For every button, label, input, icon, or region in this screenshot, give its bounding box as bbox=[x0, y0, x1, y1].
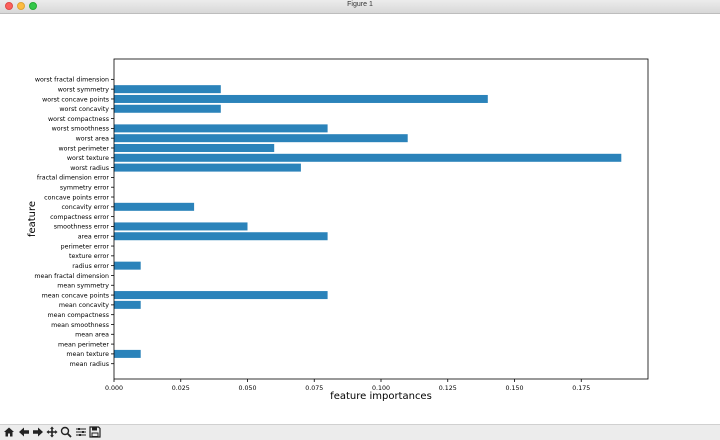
feature-importance-chart: mean radius mean texture mean perimeter mea… bbox=[27, 58, 649, 402]
y-axis-ticks: mean radius mean texture mean perimeter mea… bbox=[34, 77, 114, 368]
y-tick-label: area error bbox=[78, 234, 110, 241]
y-tick-label: mean concave points bbox=[42, 292, 109, 299]
y-tick-label: worst concave points bbox=[42, 96, 109, 103]
x-tick-label: 0.125 bbox=[439, 385, 457, 392]
y-tick-label: worst symmetry bbox=[58, 86, 110, 93]
y-axis-label: feature bbox=[27, 201, 38, 237]
y-tick-label: concavity error bbox=[61, 204, 109, 211]
y-tick-label: symmetry error bbox=[60, 185, 110, 192]
bar-mean-concave-points bbox=[114, 291, 328, 300]
bar-area-error bbox=[114, 232, 328, 241]
y-tick-label: worst concavity bbox=[59, 106, 109, 113]
x-tick-label: 0.150 bbox=[505, 385, 523, 392]
bar-mean-texture bbox=[114, 349, 141, 358]
bars-group bbox=[114, 85, 622, 358]
y-tick-label: fractal dimension error bbox=[37, 175, 109, 182]
y-tick-label: mean texture bbox=[66, 351, 109, 358]
bar-smoothness-error bbox=[114, 222, 248, 231]
bar-worst-perimeter bbox=[114, 143, 275, 152]
bar-worst-radius bbox=[114, 163, 301, 172]
bar-worst-area bbox=[114, 134, 408, 143]
x-tick-label: 0.050 bbox=[238, 385, 256, 392]
window-titlebar: Figure 1 bbox=[0, 0, 720, 14]
bar-worst-concave-points bbox=[114, 94, 488, 103]
y-tick-label: mean concavity bbox=[59, 302, 109, 309]
x-tick-label: 0.075 bbox=[305, 385, 323, 392]
bar-mean-concavity bbox=[114, 300, 141, 309]
y-tick-label: mean area bbox=[75, 332, 109, 339]
bar-worst-texture bbox=[114, 153, 622, 162]
minimize-window-button[interactable] bbox=[17, 2, 25, 10]
y-tick-label: mean compactness bbox=[47, 312, 109, 319]
pan-icon[interactable] bbox=[46, 426, 58, 438]
y-tick-label: worst texture bbox=[67, 155, 109, 162]
home-icon[interactable] bbox=[3, 426, 15, 438]
x-tick-label: 0.175 bbox=[572, 385, 590, 392]
y-tick-label: texture error bbox=[69, 253, 109, 260]
y-tick-label: concave points error bbox=[44, 194, 109, 201]
y-tick-label: mean radius bbox=[70, 361, 109, 368]
bar-worst-symmetry bbox=[114, 85, 221, 94]
y-tick-label: worst radius bbox=[70, 165, 109, 172]
y-tick-label: worst area bbox=[76, 135, 110, 142]
y-tick-label: radius error bbox=[72, 263, 109, 270]
y-tick-label: perimeter error bbox=[61, 243, 110, 250]
y-tick-label: mean perimeter bbox=[58, 341, 109, 348]
save-icon[interactable] bbox=[89, 426, 101, 438]
navigation-toolbar bbox=[0, 424, 720, 440]
forward-arrow-icon[interactable] bbox=[32, 426, 44, 438]
close-window-button[interactable] bbox=[5, 2, 13, 10]
window-title: Figure 1 bbox=[347, 1, 373, 8]
y-tick-label: worst smoothness bbox=[52, 126, 109, 133]
bar-radius-error bbox=[114, 261, 141, 270]
x-tick-label: 0.100 bbox=[372, 385, 390, 392]
y-tick-label: mean symmetry bbox=[57, 283, 109, 290]
y-tick-label: worst perimeter bbox=[59, 145, 110, 152]
x-axis-label: feature importances bbox=[330, 391, 432, 402]
back-arrow-icon[interactable] bbox=[18, 426, 30, 438]
subplots-icon[interactable] bbox=[75, 426, 87, 438]
y-tick-label: worst compactness bbox=[48, 116, 109, 123]
x-tick-label: 0.025 bbox=[172, 385, 190, 392]
y-tick-label: mean smoothness bbox=[51, 322, 109, 329]
bar-worst-concavity bbox=[114, 104, 221, 113]
x-tick-label: 0.000 bbox=[105, 385, 123, 392]
bar-worst-smoothness bbox=[114, 124, 328, 133]
x-axis-ticks: 0.000 0.025 0.050 0.075 0.100 0.125 0.150 0.175 bbox=[105, 379, 590, 392]
y-tick-label: compactness error bbox=[50, 214, 109, 221]
maximize-window-button[interactable] bbox=[29, 2, 37, 10]
zoom-icon[interactable] bbox=[60, 426, 72, 438]
bar-concavity-error bbox=[114, 202, 195, 211]
y-tick-label: mean fractal dimension bbox=[34, 273, 109, 280]
y-tick-label: smoothness error bbox=[54, 224, 110, 231]
y-tick-label: worst fractal dimension bbox=[35, 77, 109, 84]
